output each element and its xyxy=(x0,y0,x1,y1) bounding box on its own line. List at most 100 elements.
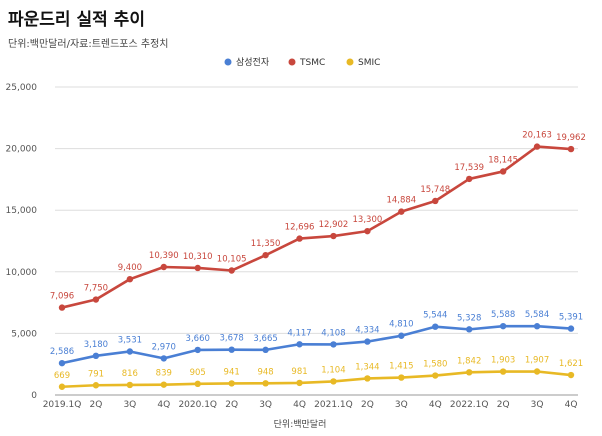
data-label: 839 xyxy=(156,369,172,379)
data-point xyxy=(228,267,235,274)
data-point xyxy=(432,197,439,205)
data-label: 10,105 xyxy=(217,255,247,265)
data-label: 1,842 xyxy=(457,356,481,366)
chart-series: 2,586 3,180 3,531 2,970 3,660 3,678 3,665 4,117… xyxy=(50,131,586,390)
data-label: 669 xyxy=(54,371,70,381)
data-label: 10,390 xyxy=(149,251,179,261)
data-label: 1,580 xyxy=(423,360,447,370)
data-point xyxy=(228,380,235,387)
y-tick-label: 15,000 xyxy=(6,206,38,216)
page-title: 파운드리 실적 추이 xyxy=(8,10,145,30)
series-line xyxy=(61,370,572,389)
data-label: 3,531 xyxy=(118,335,142,345)
data-point xyxy=(533,143,541,150)
data-label: 19,962 xyxy=(556,133,586,143)
x-tick-label: 3Q xyxy=(123,400,136,410)
series-line xyxy=(61,145,572,309)
y-tick-label: 25,000 xyxy=(6,83,38,93)
data-point xyxy=(194,264,201,272)
data-label: 15,748 xyxy=(420,185,450,195)
data-label: 905 xyxy=(190,368,206,378)
data-point xyxy=(92,296,100,303)
x-tick-label: 2Q xyxy=(497,400,510,410)
data-label: 816 xyxy=(122,369,138,379)
data-point xyxy=(160,355,167,362)
data-point xyxy=(330,341,337,348)
data-label: 5,391 xyxy=(559,313,583,323)
x-axis: 2019.1Q 2Q 3Q 4Q 2020.1Q 2Q 3Q 4Q 2021.1Q 2Q 3Q 4Q 2… xyxy=(43,400,578,410)
legend-marker xyxy=(224,58,232,66)
data-point xyxy=(228,346,235,353)
data-label: 4,334 xyxy=(355,326,379,336)
data-point xyxy=(398,208,405,215)
data-point xyxy=(126,275,134,283)
data-label: 7,096 xyxy=(50,292,74,302)
data-label: 18,145 xyxy=(488,155,518,165)
data-point xyxy=(567,371,575,379)
chart-legend: 삼성전자 TSMC SMIC xyxy=(224,57,380,68)
data-point xyxy=(499,168,507,175)
data-point xyxy=(58,359,66,367)
x-tick-label: 2019.1Q xyxy=(43,400,82,410)
legend-entry: 삼성전자 xyxy=(236,57,270,68)
data-point xyxy=(533,368,541,375)
legend-entry: SMIC xyxy=(358,58,380,68)
data-label: 5,544 xyxy=(423,311,447,321)
data-label: 4,117 xyxy=(287,328,311,338)
data-label: 3,665 xyxy=(253,334,277,344)
x-tick-label: 2021.1Q xyxy=(314,400,353,410)
x-tick-label: 3Q xyxy=(395,400,408,410)
y-tick-label: 0 xyxy=(31,391,37,401)
x-tick-label: 3Q xyxy=(531,400,544,410)
data-point xyxy=(262,251,269,259)
x-tick-label: 4Q xyxy=(157,400,170,410)
data-point xyxy=(466,175,473,183)
data-label: 5,588 xyxy=(491,310,515,320)
x-tick-label: 4Q xyxy=(565,400,578,410)
data-point xyxy=(58,383,66,390)
series-line xyxy=(61,324,572,365)
data-point xyxy=(364,338,371,345)
data-point xyxy=(296,235,303,242)
data-label: 14,884 xyxy=(386,196,416,206)
y-tick-label: 5,000 xyxy=(11,329,37,339)
y-axis: 0 5,000 10,000 15,000 20,000 25,000 xyxy=(6,83,38,401)
data-point xyxy=(398,332,405,339)
data-label: 7,750 xyxy=(84,284,108,294)
data-point xyxy=(432,372,439,379)
x-tick-label: 2Q xyxy=(225,400,238,410)
data-point xyxy=(330,232,337,240)
legend-marker xyxy=(346,58,354,66)
data-point xyxy=(126,348,134,355)
data-point xyxy=(194,346,201,354)
data-label: 1,344 xyxy=(355,362,379,372)
series-삼성전자: 2,586 3,180 3,531 2,970 3,660 3,678 3,665 4,117… xyxy=(50,310,583,367)
data-label: 791 xyxy=(88,369,104,379)
data-point xyxy=(58,304,66,311)
series-TSMC: 7,096 7,750 9,400 10,390 10,310 10,105 11,350 1… xyxy=(50,131,586,311)
data-label: 3,180 xyxy=(84,340,108,350)
x-tick-label: 2020.1Q xyxy=(178,400,217,410)
data-point xyxy=(194,380,201,388)
data-point xyxy=(330,378,337,385)
data-point xyxy=(499,368,507,375)
data-label: 9,400 xyxy=(118,263,142,273)
data-label: 12,696 xyxy=(285,223,315,233)
data-label: 941 xyxy=(224,367,240,377)
data-point xyxy=(126,381,134,389)
data-point xyxy=(364,375,371,382)
data-label: 5,328 xyxy=(457,313,481,323)
page-subtitle: 단위:백만달러/자료:트렌드포스 추정치 xyxy=(8,39,169,50)
x-tick-label: 4Q xyxy=(293,400,306,410)
data-point xyxy=(567,325,575,332)
data-point xyxy=(296,379,303,387)
data-label: 12,902 xyxy=(319,220,349,230)
data-point xyxy=(499,322,507,330)
x-tick-label: 3Q xyxy=(259,400,272,410)
x-axis-label: 단위:백만달러 xyxy=(274,418,327,430)
data-point xyxy=(92,382,100,389)
data-point xyxy=(432,323,439,330)
data-label: 1,903 xyxy=(491,356,515,366)
legend-marker xyxy=(288,58,296,66)
